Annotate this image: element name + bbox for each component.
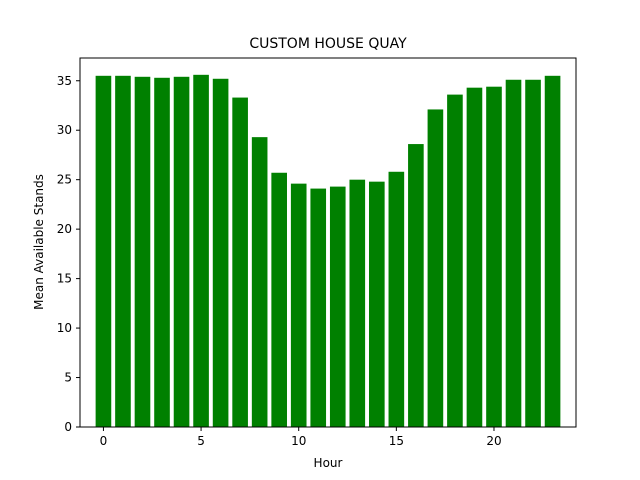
bar-hour-14	[369, 182, 385, 427]
bar-hour-2	[135, 77, 151, 427]
x-tick-label: 0	[100, 434, 108, 448]
bar-hour-17	[428, 109, 444, 427]
bar-hour-7	[232, 98, 248, 427]
x-tick-label: 5	[197, 434, 205, 448]
y-tick-label: 5	[64, 371, 72, 385]
y-axis-label: Mean Available Stands	[32, 174, 46, 310]
bar-hour-4	[174, 77, 190, 427]
bar-hour-19	[467, 88, 483, 427]
bar-hour-22	[525, 80, 541, 427]
bar-hour-3	[154, 78, 170, 427]
x-tick-label: 15	[389, 434, 404, 448]
y-tick-label: 10	[57, 321, 72, 335]
bar-hour-15	[389, 172, 405, 427]
x-axis-label: Hour	[314, 456, 343, 470]
y-tick-label: 15	[57, 272, 72, 286]
bar-hour-11	[310, 189, 326, 427]
x-tick-label: 20	[486, 434, 501, 448]
y-tick-label: 35	[57, 74, 72, 88]
bar-hour-13	[349, 180, 365, 427]
x-tick-label: 10	[291, 434, 306, 448]
y-tick-label: 0	[64, 420, 72, 434]
bar-hour-6	[213, 79, 229, 427]
bar-hour-16	[408, 144, 424, 427]
bar-hour-1	[115, 76, 131, 427]
bar-hour-10	[291, 184, 307, 427]
bar-hour-23	[545, 76, 561, 427]
bar-hour-21	[506, 80, 522, 427]
bar-hour-5	[193, 75, 209, 427]
bar-hour-8	[252, 137, 268, 427]
chart-title: CUSTOM HOUSE QUAY	[249, 36, 407, 52]
bar-hour-0	[96, 76, 112, 427]
bar-hour-20	[486, 87, 502, 427]
bar-hour-18	[447, 95, 463, 427]
y-tick-label: 20	[57, 222, 72, 236]
y-tick-label: 30	[57, 123, 72, 137]
y-tick-label: 25	[57, 173, 72, 187]
bar-hour-12	[330, 187, 346, 427]
bar-hour-9	[271, 173, 287, 427]
